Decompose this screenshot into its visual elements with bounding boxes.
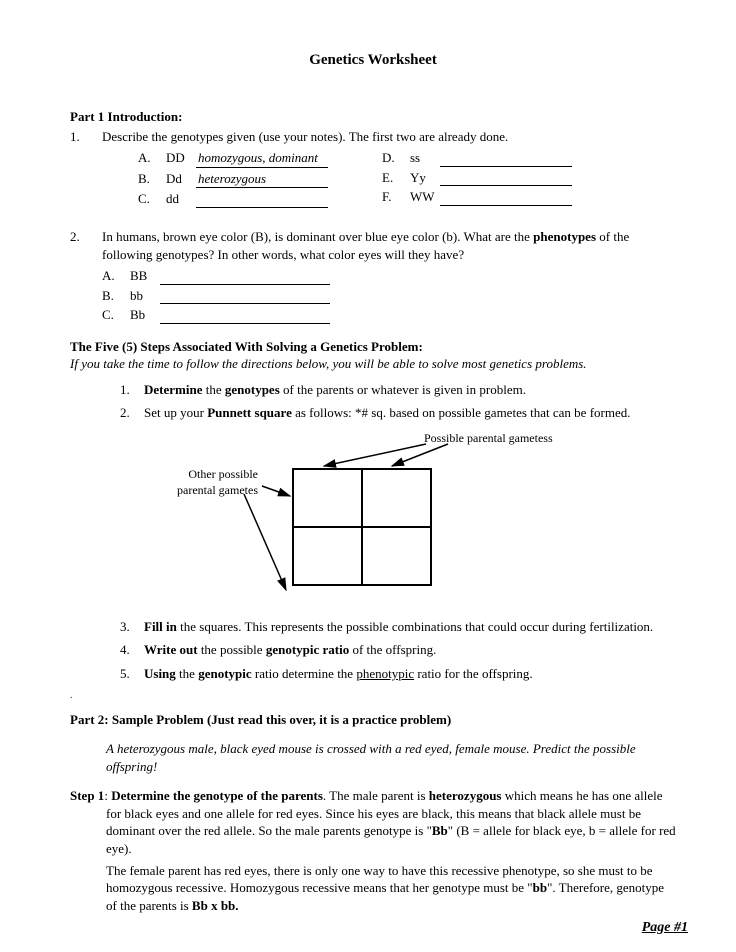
- step1-block: Step 1: Determine the genotype of the pa…: [70, 787, 676, 857]
- q1-a-answer[interactable]: homozygous, dominant: [196, 149, 328, 168]
- q1-num: 1.: [70, 128, 102, 210]
- punnett-square: [292, 468, 432, 586]
- step-1-mid: the: [202, 382, 224, 397]
- step1-bold: Determine the genotype of the parents: [111, 788, 323, 803]
- step1-t1-pre: . The male parent is: [323, 788, 429, 803]
- q1-d-genotype: ss: [410, 149, 440, 167]
- q2-row-a: A. BB: [102, 267, 676, 285]
- q2-prompt: In humans, brown eye color (B), is domin…: [102, 228, 676, 263]
- q1-d-letter: D.: [382, 149, 410, 167]
- step-2-post: as follows: *# sq. based on possible gam…: [292, 405, 631, 420]
- step1-t2-bb: bb: [533, 880, 547, 895]
- step-5-post: ratio for the offspring.: [414, 666, 533, 681]
- step-2: 2. Set up your Punnett square as follows…: [120, 404, 676, 422]
- q1-c-genotype: dd: [166, 190, 196, 208]
- q1-b-genotype: Dd: [166, 170, 196, 189]
- step1-t1-b: heterozygous: [429, 788, 502, 803]
- part2-heading: Part 2: Sample Problem (Just read this o…: [70, 711, 676, 729]
- part2-problem: A heterozygous male, black eyed mouse is…: [106, 740, 676, 775]
- q1-e-letter: E.: [382, 169, 410, 187]
- step1-t2-b: Bb x bb.: [192, 898, 239, 913]
- punnett-diagram: Possible parental gametess Other possibl…: [70, 430, 676, 610]
- q2-c-genotype: Bb: [130, 306, 160, 324]
- q1-a-letter: A.: [138, 149, 166, 168]
- step-2-num: 2.: [120, 404, 144, 422]
- step-1-b1: Determine: [144, 382, 202, 397]
- step-2-pre: Set up your: [144, 405, 207, 420]
- step1-t1-bb: Bb: [432, 823, 448, 838]
- step-4-num: 4.: [120, 641, 144, 659]
- q2: 2. In humans, brown eye color (B), is do…: [70, 228, 676, 326]
- step-1-num: 1.: [120, 381, 144, 399]
- step-3: 3. Fill in the squares. This represents …: [120, 618, 676, 636]
- step-2-b1: Punnett square: [207, 405, 292, 420]
- step-4: 4. Write out the possible genotypic rati…: [120, 641, 676, 659]
- step-5-b2: genotypic: [198, 666, 251, 681]
- five-steps-intro: If you take the time to follow the direc…: [70, 355, 676, 373]
- page-title: Genetics Worksheet: [70, 50, 676, 70]
- step1-para2: The female parent has red eyes, there is…: [106, 862, 676, 915]
- step-5-b1: Using: [144, 666, 176, 681]
- part1-heading: Part 1 Introduction:: [70, 108, 676, 126]
- q2-a-letter: A.: [102, 267, 130, 285]
- q1-row-b: B. Dd heterozygous: [138, 170, 382, 189]
- page-number: Page #1: [642, 919, 688, 938]
- q1-f-blank[interactable]: [440, 188, 572, 206]
- q2-row-b: B. bb: [102, 287, 676, 305]
- q1-prompt: Describe the genotypes given (use your n…: [102, 128, 676, 146]
- q1-row-c: C. dd: [138, 190, 382, 208]
- q2-c-letter: C.: [102, 306, 130, 324]
- q2-row-c: C. Bb: [102, 306, 676, 324]
- q2-prompt-bold: phenotypes: [533, 229, 596, 244]
- q2-b-letter: B.: [102, 287, 130, 305]
- q2-a-blank[interactable]: [160, 267, 330, 285]
- q1-row-e: E. Yy: [382, 169, 676, 187]
- q1: 1. Describe the genotypes given (use you…: [70, 128, 676, 210]
- step-5-num: 5.: [120, 665, 144, 683]
- step-3-b1: Fill in: [144, 619, 177, 634]
- q2-prompt-pre: In humans, brown eye color (B), is domin…: [102, 229, 533, 244]
- step-3-num: 3.: [120, 618, 144, 636]
- q1-f-genotype: WW: [410, 188, 440, 206]
- five-steps-heading: The Five (5) Steps Associated With Solvi…: [70, 338, 676, 356]
- q2-b-blank[interactable]: [160, 287, 330, 305]
- step-5: 5. Using the genotypic ratio determine t…: [120, 665, 676, 683]
- q1-b-letter: B.: [138, 170, 166, 189]
- q1-c-letter: C.: [138, 190, 166, 208]
- q2-c-blank[interactable]: [160, 306, 330, 324]
- q1-a-genotype: DD: [166, 149, 196, 168]
- q1-row-a: A. DD homozygous, dominant: [138, 149, 382, 168]
- q2-a-genotype: BB: [130, 267, 160, 285]
- step-5-u: phenotypic: [356, 666, 414, 681]
- step-5-mid2: ratio determine the: [252, 666, 357, 681]
- step-4-b1: Write out: [144, 642, 198, 657]
- q1-f-letter: F.: [382, 188, 410, 206]
- q1-c-blank[interactable]: [196, 190, 328, 208]
- step-5-mid: the: [176, 666, 198, 681]
- q1-e-blank[interactable]: [440, 169, 572, 187]
- step-1-post: of the parents or whatever is given in p…: [280, 382, 526, 397]
- q1-b-answer[interactable]: heterozygous: [196, 170, 328, 189]
- q1-row-d: D. ss: [382, 149, 676, 167]
- q2-b-genotype: bb: [130, 287, 160, 305]
- q1-row-f: F. WW: [382, 188, 676, 206]
- q1-e-genotype: Yy: [410, 169, 440, 187]
- step-3-post: the squares. This represents the possibl…: [177, 619, 653, 634]
- step-1: 1. Determine the genotypes of the parent…: [120, 381, 676, 399]
- q2-num: 2.: [70, 228, 102, 326]
- q1-d-blank[interactable]: [440, 149, 572, 167]
- step-4-mid: the possible: [198, 642, 266, 657]
- step-1-b2: genotypes: [225, 382, 280, 397]
- step-4-b2: genotypic ratio: [266, 642, 349, 657]
- step1-label: Step 1: [70, 788, 104, 803]
- step-4-post: of the offspring.: [349, 642, 436, 657]
